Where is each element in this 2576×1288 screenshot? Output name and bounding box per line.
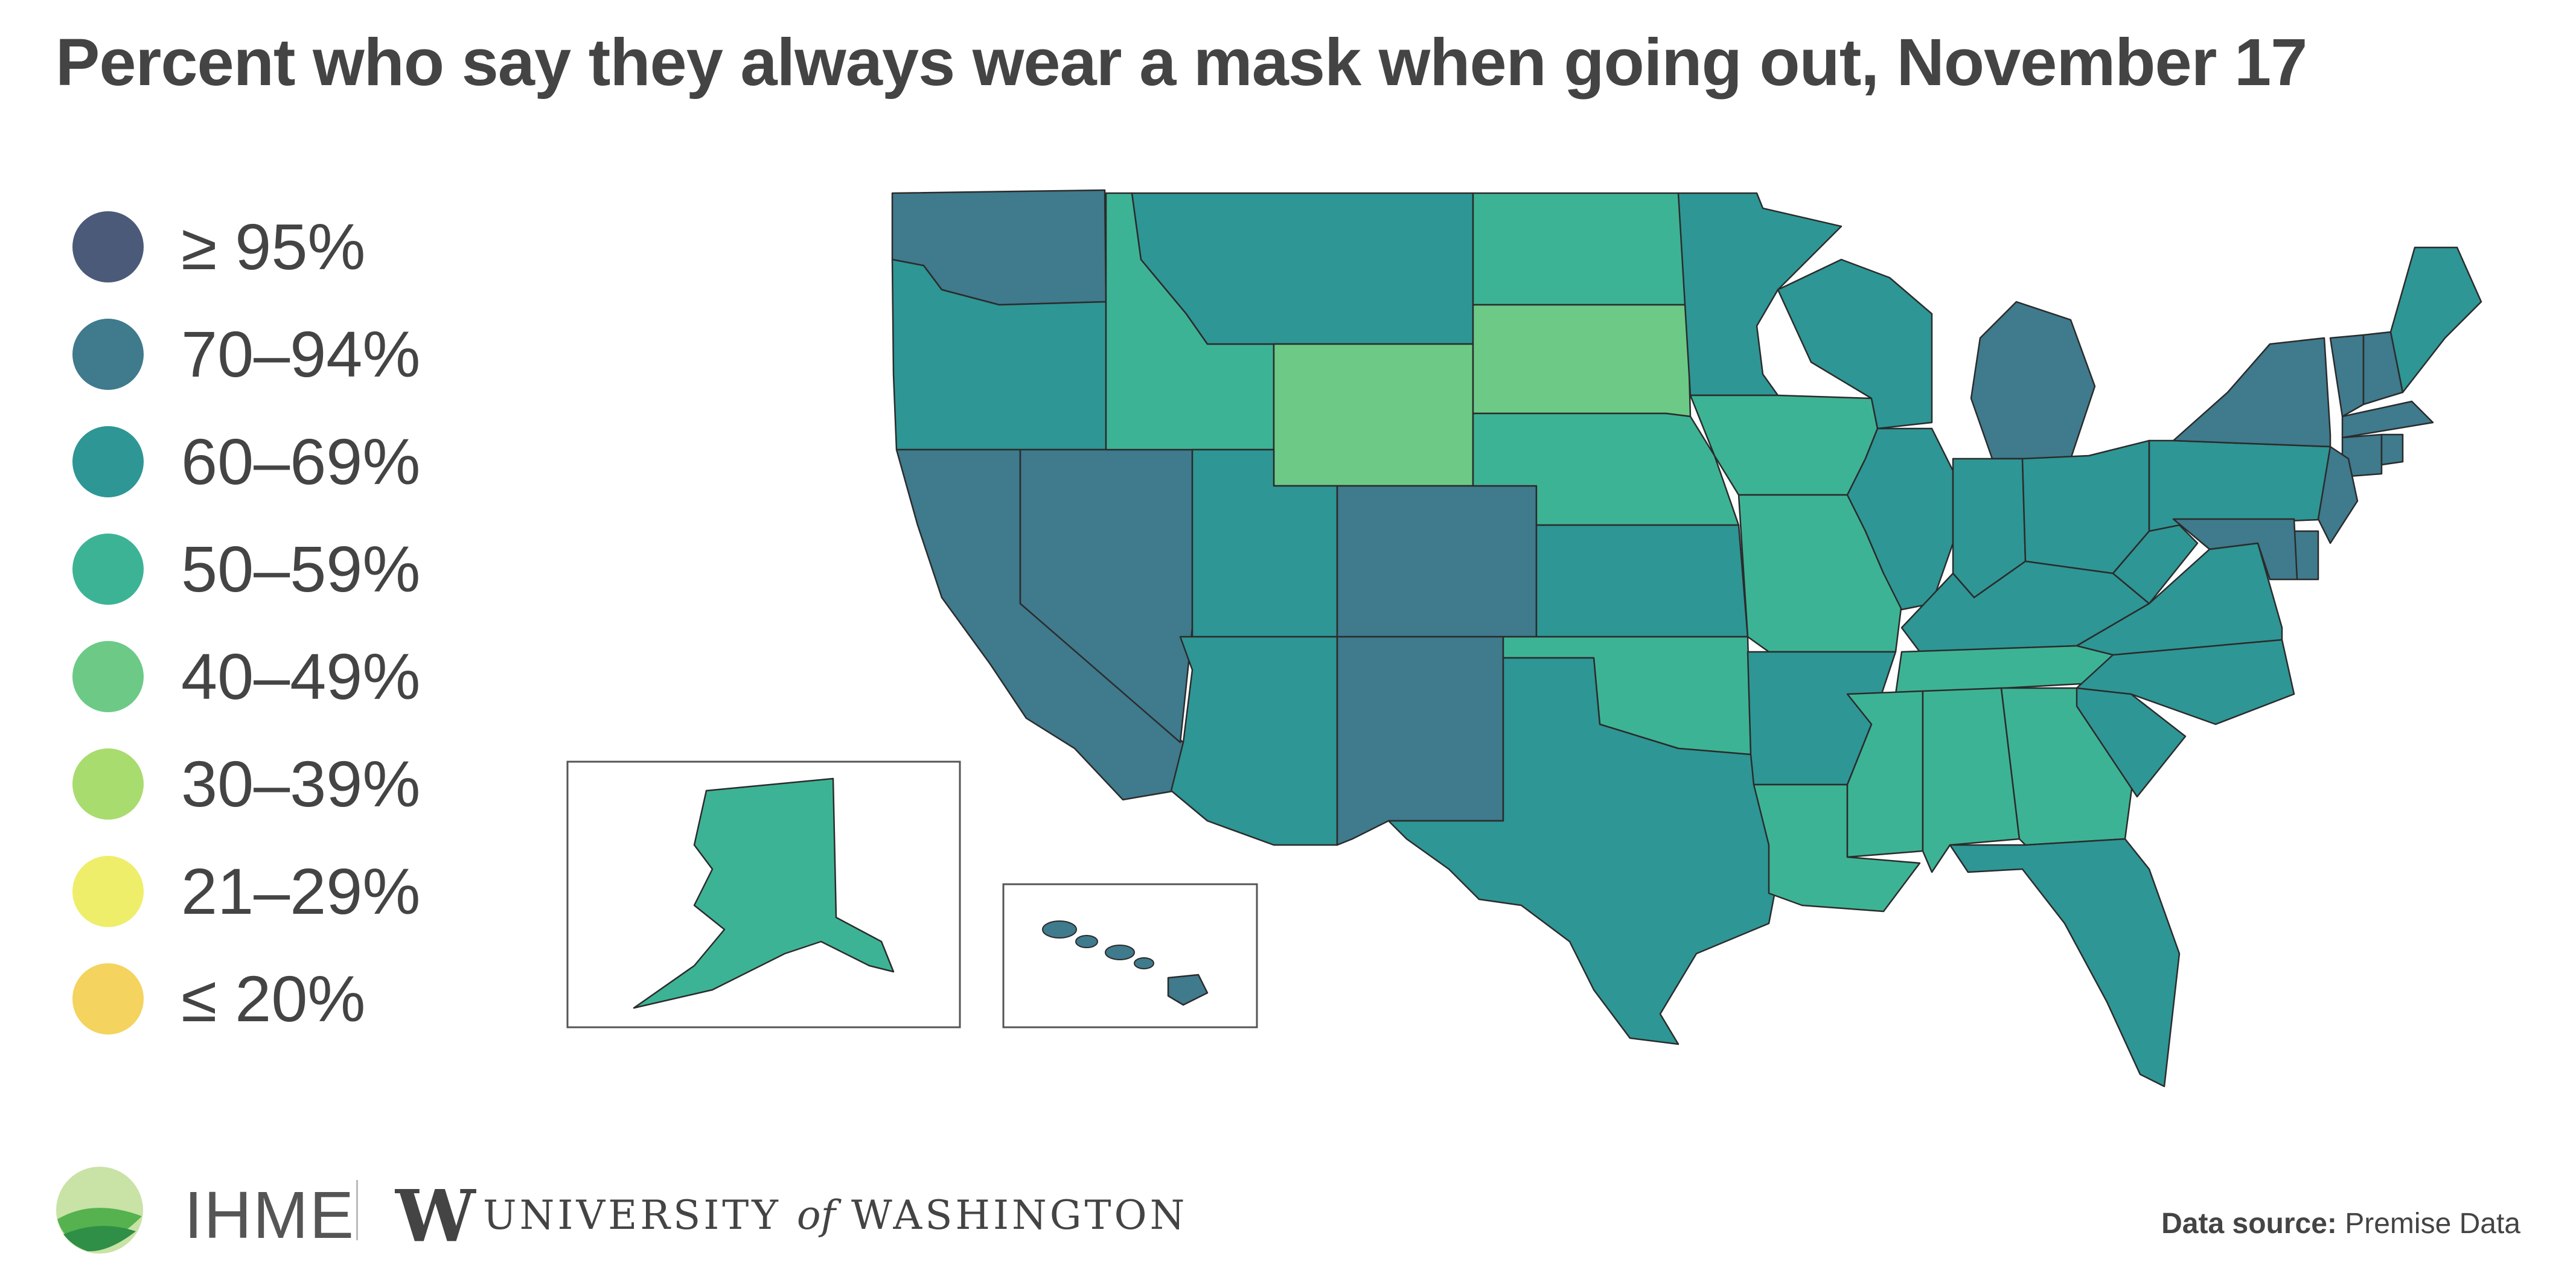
state-hi: [1167, 974, 1209, 1006]
source-value: Premise Data: [2345, 1208, 2520, 1240]
state-nm: [1336, 636, 1504, 846]
hawaii-island: [1042, 920, 1077, 939]
uw-washington: WASHINGTON: [851, 1192, 1188, 1239]
logo-divider: [356, 1180, 358, 1240]
legend-item: 60–69%: [72, 426, 495, 505]
uw-university: UNIVERSITY: [483, 1192, 781, 1239]
legend-label: 30–39%: [181, 747, 421, 820]
state-de: [2293, 530, 2319, 581]
state-wv: [2112, 518, 2199, 605]
legend-swatch: [72, 426, 144, 497]
state-il: [1846, 427, 1954, 611]
state-va: [2076, 542, 2283, 656]
legend-item: 30–39%: [72, 748, 495, 827]
legend-swatch: [72, 319, 144, 390]
hawaii-island: [1134, 957, 1154, 969]
state-vt: [2329, 334, 2365, 418]
state-sd: [1472, 304, 1692, 418]
legend-swatch: [72, 856, 144, 927]
legend-label: 60–69%: [181, 425, 421, 498]
state-me: [2389, 246, 2482, 394]
state-ny: [2172, 337, 2332, 448]
legend-label: 40–49%: [181, 640, 421, 713]
legend-item: 21–29%: [72, 856, 495, 934]
source-label: Data source:: [2161, 1208, 2337, 1240]
legend-item: 50–59%: [72, 534, 495, 612]
legend-swatch: [72, 963, 144, 1035]
state-ak: [633, 777, 895, 1009]
state-mi: [1970, 301, 2096, 460]
state-fl: [1949, 838, 2181, 1088]
legend-label: 50–59%: [181, 532, 421, 605]
legend-swatch: [72, 748, 144, 820]
hawaii-island: [1105, 945, 1135, 960]
state-pa: [2148, 439, 2338, 532]
state-tx: [1387, 657, 1785, 1045]
uw-wordmark: UNIVERSITY of WASHINGTON: [483, 1192, 1187, 1239]
legend-label: 70–94%: [181, 317, 421, 391]
legend-item: 40–49%: [72, 641, 495, 719]
state-co: [1336, 485, 1538, 638]
state-ri: [2380, 433, 2404, 466]
ihme-logo-icon: [56, 1167, 143, 1254]
hawaii-island: [1075, 935, 1098, 948]
legend-swatch: [72, 211, 144, 282]
state-nd: [1472, 192, 1689, 306]
uw-of: of: [796, 1192, 836, 1239]
ihme-wordmark: IHME: [184, 1178, 355, 1252]
legend-swatch: [72, 641, 144, 712]
state-wi: [1777, 258, 1933, 430]
legend-label: ≥ 95%: [181, 210, 366, 283]
state-nj: [2317, 445, 2359, 544]
state-md: [2172, 518, 2298, 581]
legend-label: 21–29%: [181, 855, 421, 928]
legend-item: ≤ 20%: [72, 963, 495, 1042]
legend-label: ≤ 20%: [181, 962, 366, 1035]
chart-title: Percent who say they always wear a mask …: [56, 25, 2307, 100]
uw-logo-mark: W: [395, 1174, 476, 1258]
data-source: Data source: Premise Data: [2161, 1207, 2520, 1240]
legend-item: 70–94%: [72, 319, 495, 397]
legend-item: ≥ 95%: [72, 211, 495, 290]
legend-swatch: [72, 534, 144, 605]
state-wy: [1273, 343, 1474, 487]
state-ma: [2341, 400, 2434, 439]
state-ks: [1535, 524, 1749, 638]
state-az: [1170, 636, 1338, 846]
